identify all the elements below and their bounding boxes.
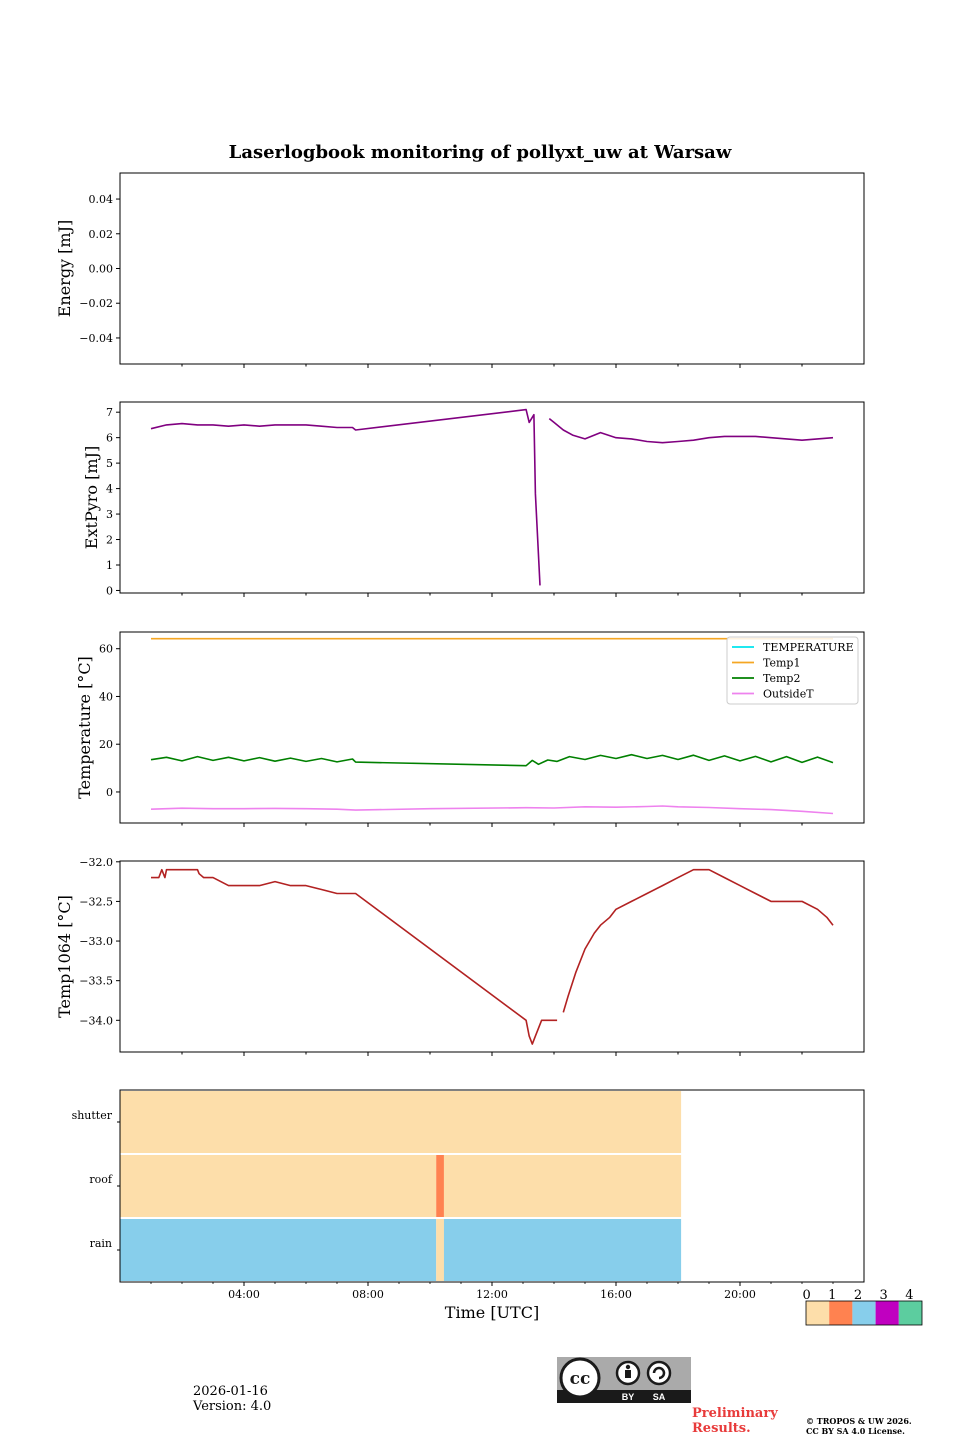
- status-cell-rain: [436, 1219, 444, 1281]
- series-line-temp1064-0: [151, 868, 558, 1045]
- status-cell-rain: [120, 1219, 437, 1281]
- colorbar-label: 3: [880, 1288, 888, 1303]
- copyright-line-1: © TROPOS & UW 2026.: [806, 1416, 912, 1426]
- version-label: Version: 4.0: [193, 1399, 272, 1414]
- y-tick-label: 0: [106, 584, 113, 597]
- cc-license-badge: cc BY SA: [557, 1357, 691, 1403]
- series-line-extpyro-0: [150, 408, 541, 586]
- y-tick-label: 40: [99, 690, 113, 703]
- x-tick-label: 04:00: [228, 1288, 260, 1301]
- y-axis-label: Temp1064 [°C]: [55, 895, 74, 1018]
- y-tick-label: 0.00: [89, 263, 114, 276]
- y-tick-label: 4: [106, 483, 113, 496]
- preliminary-results-note: Preliminary Results.: [692, 1406, 778, 1436]
- date-label: 2026-01-16: [193, 1384, 268, 1399]
- y-tick-label: −0.04: [79, 332, 113, 345]
- status-cell-shutter: [120, 1091, 682, 1153]
- series-line-temp1064-1: [562, 868, 834, 1013]
- y-tick-label: 2: [106, 534, 113, 547]
- figure-title: Laserlogbook monitoring of pollyxt_uw at…: [229, 142, 732, 163]
- colorbar-label: 0: [802, 1288, 810, 1303]
- y-axis-label: Energy [mJ]: [55, 220, 74, 318]
- y-tick-label: 5: [106, 457, 113, 470]
- cc-text: cc: [570, 1369, 591, 1389]
- legend-label-temp1: Temp1: [763, 657, 800, 670]
- y-tick-label: 6: [106, 432, 113, 445]
- y-tick-label: −0.02: [79, 297, 113, 310]
- status-cell-roof: [120, 1155, 437, 1217]
- x-tick-label: 08:00: [352, 1288, 384, 1301]
- x-axis-label: Time [UTC]: [445, 1303, 539, 1322]
- status-cell-rain: [443, 1219, 682, 1281]
- series-line-temp2-0: [150, 753, 834, 767]
- x-tick-label: 12:00: [476, 1288, 508, 1301]
- series-line-extpyro-1: [548, 417, 834, 444]
- y-tick-label: −32.5: [79, 895, 113, 908]
- y-tick-label: −33.0: [79, 935, 113, 948]
- cc-icon: [559, 1357, 601, 1399]
- legend-label-outsidet: OutsideT: [763, 688, 814, 701]
- colorbar-label: 4: [905, 1288, 913, 1303]
- colorbar-swatch-2: [852, 1301, 876, 1325]
- y-tick-label: −32.0: [79, 856, 113, 869]
- axes-frame: [119, 1089, 865, 1283]
- axes-frame: [119, 631, 865, 824]
- x-tick-label: 20:00: [724, 1288, 756, 1301]
- colorbar-swatch-0: [806, 1301, 830, 1325]
- copyright-note: © TROPOS & UW 2026. CC BY SA 4.0 License…: [806, 1416, 912, 1436]
- y-tick-label: 3: [106, 508, 113, 521]
- y-axis-label: Temperature [°C]: [75, 656, 94, 799]
- y-tick-label: 60: [99, 643, 113, 656]
- axes-frame: [119, 401, 865, 594]
- colorbar-frame: [805, 1300, 923, 1326]
- y-tick-label: −33.5: [79, 975, 113, 988]
- y-axis-label: ExtPyro [mJ]: [82, 446, 101, 549]
- y-tick-label: 0: [106, 786, 113, 799]
- by-label: BY: [622, 1392, 635, 1402]
- legend-label-temp2: Temp2: [763, 672, 800, 685]
- y-tick-label: 1: [106, 559, 113, 572]
- legend-box: [726, 636, 859, 705]
- y-tick-label: 7: [106, 406, 113, 419]
- colorbar-swatch-4: [898, 1301, 922, 1325]
- x-tick-label: 16:00: [600, 1288, 632, 1301]
- axes-frame: [119, 172, 865, 365]
- status-cell-roof: [443, 1155, 682, 1217]
- share-alike-icon: [646, 1360, 672, 1386]
- y-tick-label: 20: [99, 738, 113, 751]
- y-tick-label: −34.0: [79, 1014, 113, 1027]
- date-version-block: 2026-01-16 Version: 4.0: [193, 1384, 271, 1414]
- row-label-shutter: shutter: [72, 1109, 113, 1122]
- colorbar-label: 1: [828, 1288, 836, 1303]
- axes-frame: [119, 860, 865, 1053]
- y-tick-label: 0.04: [89, 193, 114, 206]
- row-label-roof: roof: [89, 1173, 113, 1186]
- series-line-outsidet-0: [150, 805, 834, 815]
- colorbar-label: 2: [854, 1288, 862, 1303]
- chart-panels: −0.04 −0.02 0.00 0.02 0.04 Energy [mJ] 0 1 2 3 4 5 6…: [55, 172, 923, 1326]
- legend-label-temperature: TEMPERATURE: [763, 641, 854, 654]
- sa-label: SA: [653, 1392, 666, 1402]
- copyright-line-2: CC BY SA 4.0 License.: [806, 1426, 905, 1436]
- colorbar-swatch-3: [875, 1301, 899, 1325]
- y-tick-label: 0.02: [89, 228, 114, 241]
- status-cell-roof: [436, 1155, 444, 1217]
- colorbar-swatch-1: [829, 1301, 853, 1325]
- row-label-rain: rain: [90, 1237, 112, 1250]
